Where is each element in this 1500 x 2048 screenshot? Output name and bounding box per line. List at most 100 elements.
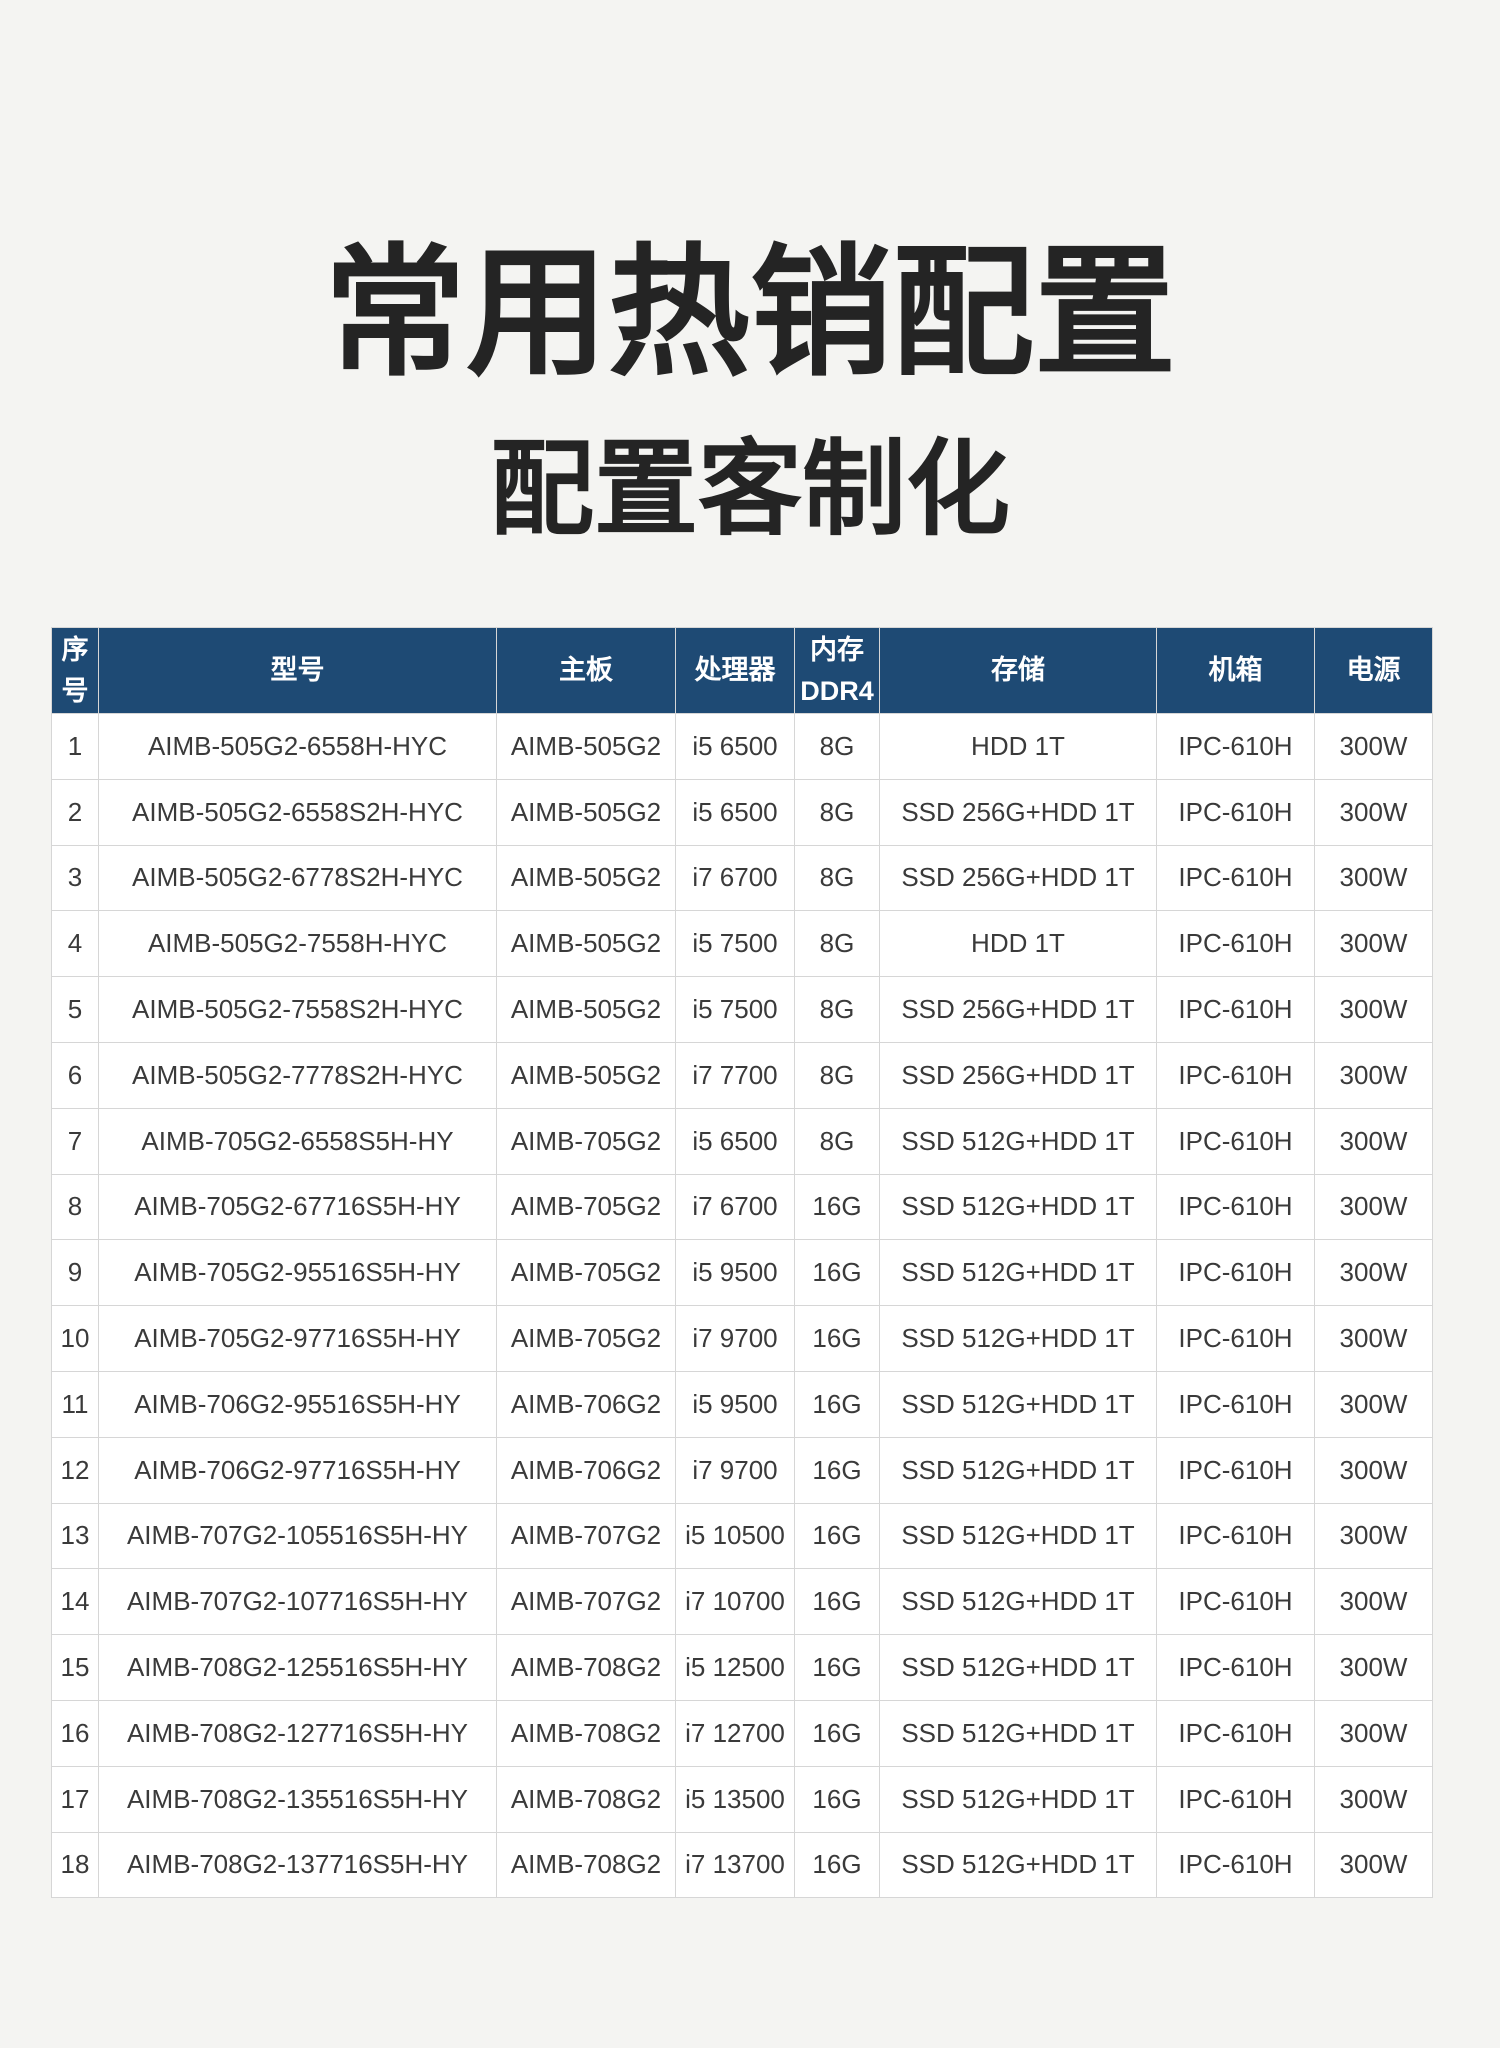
cell-model: AIMB-706G2-95516S5H-HY	[98, 1370, 497, 1438]
cell-memory: 16G	[794, 1436, 880, 1504]
cell-power: 300W	[1314, 1765, 1433, 1833]
cell-cpu: i5 7500	[675, 976, 795, 1043]
cell-no: 10	[51, 1305, 99, 1372]
cell-memory: 16G	[794, 1305, 880, 1372]
table-row: 15 AIMB-708G2-125516S5H-HY AIMB-708G2 i5 12…	[51, 1634, 1433, 1701]
cell-memory: 16G	[794, 1239, 880, 1307]
cell-storage: SSD 512G+HDD 1T	[879, 1502, 1157, 1570]
cell-cpu: i5 6500	[675, 713, 795, 780]
cell-chassis: IPC-610H	[1156, 1765, 1315, 1833]
header-row: 序号 型号 主板 处理器 内存 DDR4 存储 机箱 电源	[51, 627, 1433, 714]
cell-cpu: i5 9500	[675, 1239, 795, 1307]
cell-cpu: i5 9500	[675, 1370, 795, 1438]
table-row: 7 AIMB-705G2-6558S5H-HY AIMB-705G2 i5 6500 8…	[51, 1107, 1433, 1175]
cell-memory: 8G	[794, 778, 880, 846]
cell-no: 7	[51, 1107, 99, 1175]
cell-storage: SSD 512G+HDD 1T	[879, 1239, 1157, 1307]
cell-cpu: i5 6500	[675, 778, 795, 846]
cell-no: 4	[51, 910, 99, 978]
cell-cpu: i7 9700	[675, 1305, 795, 1372]
cell-chassis: IPC-610H	[1156, 1831, 1315, 1899]
cell-no: 14	[51, 1568, 99, 1636]
table-row: 2 AIMB-505G2-6558S2H-HYC AIMB-505G2 i5 6500…	[51, 778, 1433, 846]
cell-motherboard: AIMB-505G2	[496, 910, 676, 978]
cell-cpu: i7 12700	[675, 1699, 795, 1767]
cell-power: 300W	[1314, 1239, 1433, 1307]
cell-power: 300W	[1314, 1634, 1433, 1701]
column-header-memory: 内存 DDR4	[794, 627, 880, 714]
table-row: 16 AIMB-708G2-127716S5H-HY AIMB-708G2 i7 12…	[51, 1699, 1433, 1767]
cell-storage: SSD 512G+HDD 1T	[879, 1370, 1157, 1438]
cell-motherboard: AIMB-505G2	[496, 778, 676, 846]
cell-cpu: i7 13700	[675, 1831, 795, 1899]
cell-storage: SSD 256G+HDD 1T	[879, 778, 1157, 846]
cell-storage: HDD 1T	[879, 910, 1157, 978]
cell-chassis: IPC-610H	[1156, 1305, 1315, 1372]
cell-chassis: IPC-610H	[1156, 1173, 1315, 1241]
table-row: 4 AIMB-505G2-7558H-HYC AIMB-505G2 i5 7500 8G…	[51, 910, 1433, 978]
cell-model: AIMB-707G2-105516S5H-HY	[98, 1502, 497, 1570]
cell-no: 18	[51, 1831, 99, 1899]
cell-motherboard: AIMB-705G2	[496, 1173, 676, 1241]
cell-model: AIMB-706G2-97716S5H-HY	[98, 1436, 497, 1504]
column-header-model: 型号	[98, 627, 497, 714]
table-row: 11 AIMB-706G2-95516S5H-HY AIMB-706G2 i5 950…	[51, 1370, 1433, 1438]
cell-cpu: i7 10700	[675, 1568, 795, 1636]
table-row: 8 AIMB-705G2-67716S5H-HY AIMB-705G2 i7 6700…	[51, 1173, 1433, 1241]
cell-no: 5	[51, 976, 99, 1043]
cell-storage: SSD 512G+HDD 1T	[879, 1831, 1157, 1899]
cell-chassis: IPC-610H	[1156, 713, 1315, 780]
table-body: 1 AIMB-505G2-6558H-HYC AIMB-505G2 i5 6500 8G…	[51, 713, 1433, 1899]
cell-storage: SSD 512G+HDD 1T	[879, 1107, 1157, 1175]
cell-motherboard: AIMB-708G2	[496, 1765, 676, 1833]
cell-memory: 16G	[794, 1502, 880, 1570]
cell-motherboard: AIMB-708G2	[496, 1634, 676, 1701]
table-header: 序号 型号 主板 处理器 内存 DDR4 存储 机箱 电源	[51, 627, 1433, 714]
cell-memory: 16G	[794, 1699, 880, 1767]
cell-memory: 16G	[794, 1634, 880, 1701]
cell-no: 12	[51, 1436, 99, 1504]
cell-chassis: IPC-610H	[1156, 1370, 1315, 1438]
cell-storage: SSD 512G+HDD 1T	[879, 1634, 1157, 1701]
column-header-chassis: 机箱	[1156, 627, 1315, 714]
cell-model: AIMB-505G2-7558H-HYC	[98, 910, 497, 978]
cell-model: AIMB-505G2-6778S2H-HYC	[98, 844, 497, 912]
cell-storage: SSD 512G+HDD 1T	[879, 1765, 1157, 1833]
cell-memory: 8G	[794, 910, 880, 978]
cell-model: AIMB-505G2-7778S2H-HYC	[98, 1041, 497, 1109]
cell-storage: SSD 512G+HDD 1T	[879, 1699, 1157, 1767]
cell-motherboard: AIMB-707G2	[496, 1568, 676, 1636]
cell-memory: 16G	[794, 1370, 880, 1438]
cell-cpu: i7 6700	[675, 1173, 795, 1241]
cell-motherboard: AIMB-705G2	[496, 1239, 676, 1307]
cell-chassis: IPC-610H	[1156, 1699, 1315, 1767]
cell-model: AIMB-708G2-125516S5H-HY	[98, 1634, 497, 1701]
cell-storage: SSD 256G+HDD 1T	[879, 844, 1157, 912]
table-row: 3 AIMB-505G2-6778S2H-HYC AIMB-505G2 i7 6700…	[51, 844, 1433, 912]
cell-chassis: IPC-610H	[1156, 1568, 1315, 1636]
cell-no: 8	[51, 1173, 99, 1241]
table-row: 13 AIMB-707G2-105516S5H-HY AIMB-707G2 i5 10…	[51, 1502, 1433, 1570]
cell-model: AIMB-705G2-97716S5H-HY	[98, 1305, 497, 1372]
cell-chassis: IPC-610H	[1156, 1041, 1315, 1109]
table-row: 5 AIMB-505G2-7558S2H-HYC AIMB-505G2 i5 7500…	[51, 976, 1433, 1043]
table-row: 6 AIMB-505G2-7778S2H-HYC AIMB-505G2 i7 7700…	[51, 1041, 1433, 1109]
cell-storage: SSD 512G+HDD 1T	[879, 1436, 1157, 1504]
column-header-cpu: 处理器	[675, 627, 795, 714]
cell-cpu: i5 6500	[675, 1107, 795, 1175]
cell-no: 1	[51, 713, 99, 780]
cell-model: AIMB-705G2-67716S5H-HY	[98, 1173, 497, 1241]
cell-memory: 8G	[794, 1041, 880, 1109]
cell-power: 300W	[1314, 1305, 1433, 1372]
table-row: 12 AIMB-706G2-97716S5H-HY AIMB-706G2 i7 970…	[51, 1436, 1433, 1504]
cell-power: 300W	[1314, 1370, 1433, 1438]
cell-power: 300W	[1314, 844, 1433, 912]
cell-cpu: i5 13500	[675, 1765, 795, 1833]
cell-storage: SSD 256G+HDD 1T	[879, 1041, 1157, 1109]
cell-power: 300W	[1314, 910, 1433, 978]
table-row: 18 AIMB-708G2-137716S5H-HY AIMB-708G2 i7 13…	[51, 1831, 1433, 1899]
cell-model: AIMB-505G2-7558S2H-HYC	[98, 976, 497, 1043]
cell-cpu: i7 7700	[675, 1041, 795, 1109]
cell-power: 300W	[1314, 1173, 1433, 1241]
